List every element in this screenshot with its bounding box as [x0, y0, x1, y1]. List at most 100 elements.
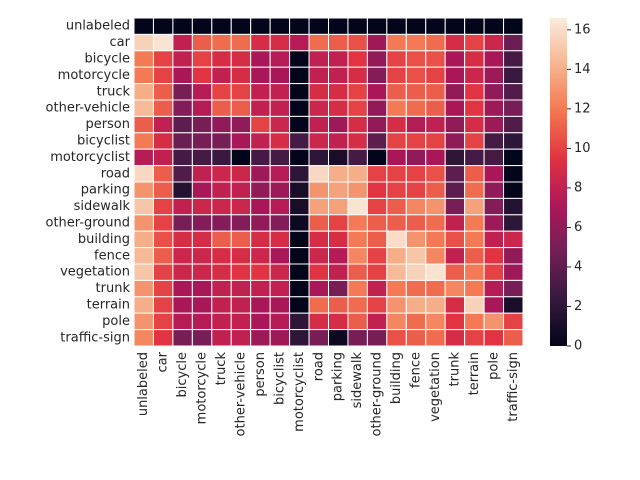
heatmap-cell — [386, 17, 407, 35]
heatmap-cell — [211, 214, 232, 232]
heatmap-cell — [133, 197, 154, 216]
heatmap-cell — [250, 214, 271, 232]
row-label: sidewalk — [74, 199, 131, 214]
heatmap-cell — [503, 312, 524, 331]
heatmap-cell — [308, 115, 329, 134]
heatmap-cell — [172, 197, 193, 216]
heatmap-cell — [250, 230, 271, 249]
heatmap-cell — [386, 230, 407, 249]
heatmap-cell — [328, 66, 349, 85]
heatmap-cell — [230, 165, 252, 183]
heatmap-cell — [405, 181, 427, 199]
heatmap-cell — [425, 148, 446, 167]
heatmap-cell — [191, 50, 213, 68]
heatmap-cell — [191, 230, 213, 249]
heatmap-cell — [328, 148, 349, 167]
heatmap-cell — [464, 99, 485, 117]
heatmap-cell — [152, 312, 174, 331]
heatmap-cell — [444, 296, 466, 314]
heatmap-cell — [347, 214, 368, 232]
heatmap-cell — [405, 329, 427, 347]
heatmap-cell — [152, 214, 174, 232]
heatmap-cell — [386, 329, 407, 347]
heatmap-cell — [289, 132, 310, 150]
heatmap-cell — [405, 230, 427, 249]
heatmap-cell — [386, 214, 407, 232]
heatmap-cell — [347, 99, 368, 117]
heatmap-cell — [386, 148, 407, 167]
heatmap-cell — [328, 132, 349, 150]
colorbar-tick-label: 8 — [574, 180, 582, 195]
heatmap-cell — [366, 247, 388, 265]
heatmap-cell — [425, 50, 446, 68]
heatmap-cell — [503, 230, 524, 249]
heatmap-cell — [230, 83, 252, 101]
heatmap-cell — [444, 33, 466, 52]
heatmap-cell — [503, 329, 524, 347]
heatmap-cell — [172, 132, 193, 150]
heatmap-cell — [172, 50, 193, 68]
heatmap-cell — [211, 263, 232, 281]
heatmap-cell — [191, 33, 213, 52]
heatmap-cell — [308, 279, 329, 298]
row-label: truck — [97, 84, 131, 99]
heatmap-cell — [133, 99, 154, 117]
column-label: road — [311, 352, 326, 381]
heatmap-cell — [250, 165, 271, 183]
heatmap-cell — [503, 263, 524, 281]
heatmap-cell — [503, 214, 524, 232]
heatmap-cell — [328, 33, 349, 52]
heatmap-cell — [405, 279, 427, 298]
colorbar-tick-label: 14 — [574, 62, 591, 77]
heatmap-cell — [444, 181, 466, 199]
heatmap-cell — [289, 230, 310, 249]
heatmap-cell — [172, 263, 193, 281]
heatmap-cell — [503, 181, 524, 199]
heatmap-cell — [328, 83, 349, 101]
column-label: other-ground — [370, 352, 385, 437]
heatmap-cell — [425, 247, 446, 265]
heatmap-cell — [133, 66, 154, 85]
heatmap-cell — [191, 263, 213, 281]
heatmap-cell — [405, 50, 427, 68]
heatmap-cell — [289, 197, 310, 216]
heatmap-cell — [191, 279, 213, 298]
heatmap-cell — [191, 329, 213, 347]
heatmap-cell — [211, 83, 232, 101]
heatmap-cell — [152, 99, 174, 117]
heatmap-cell — [152, 329, 174, 347]
heatmap-cell — [269, 83, 291, 101]
heatmap-cell — [289, 263, 310, 281]
column-label: unlabeled — [136, 352, 151, 416]
heatmap-cell — [289, 165, 310, 183]
heatmap-cell — [269, 148, 291, 167]
heatmap-cell — [289, 50, 310, 68]
heatmap-cell — [483, 132, 505, 150]
heatmap-cell — [308, 214, 329, 232]
heatmap-cell — [230, 33, 252, 52]
heatmap-cell — [366, 50, 388, 68]
heatmap-cells — [133, 17, 524, 347]
heatmap-cell — [464, 214, 485, 232]
heatmap-cell — [230, 214, 252, 232]
heatmap-cell — [444, 99, 466, 117]
heatmap-cell — [152, 132, 174, 150]
heatmap-cell — [269, 296, 291, 314]
heatmap-cell — [250, 263, 271, 281]
heatmap-cell — [191, 83, 213, 101]
colorbar-tick-label: 4 — [574, 259, 582, 274]
heatmap-cell — [503, 33, 524, 52]
heatmap-cell — [191, 197, 213, 216]
heatmap-cell — [425, 33, 446, 52]
row-label: other-vehicle — [46, 101, 130, 116]
heatmap-cell — [483, 197, 505, 216]
heatmap-cell — [483, 148, 505, 167]
heatmap-cell — [191, 17, 213, 35]
heatmap-cell — [328, 50, 349, 68]
row-label: building — [78, 232, 130, 247]
heatmap-cell — [405, 83, 427, 101]
heatmap-cell — [152, 17, 174, 35]
heatmap-cell — [211, 50, 232, 68]
heatmap-cell — [289, 115, 310, 134]
colorbar: 0 2 4 6 8 10 12 14 16 — [550, 18, 591, 354]
